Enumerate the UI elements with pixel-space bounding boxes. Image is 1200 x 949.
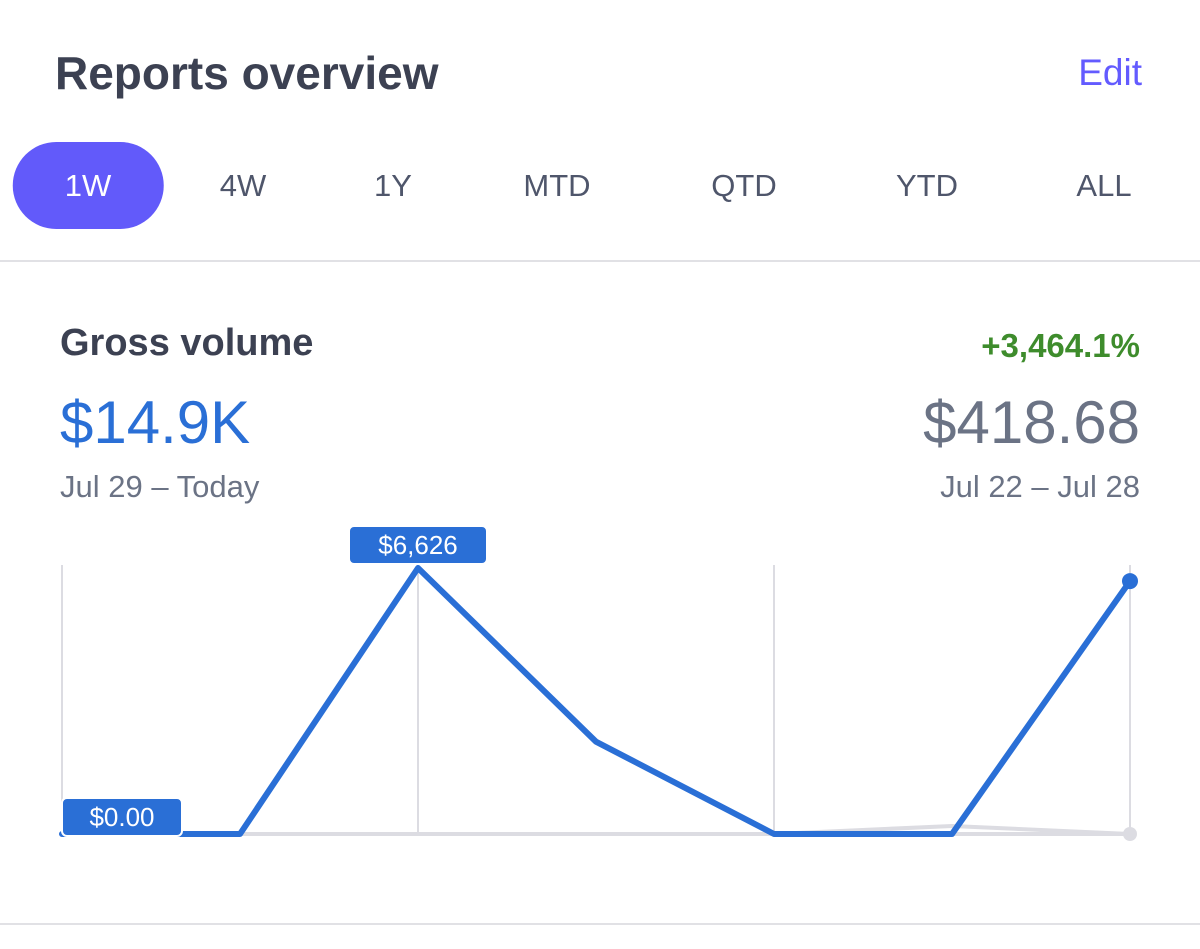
current-value: $14.9K: [60, 389, 251, 456]
tab-1w[interactable]: 1W: [12, 142, 164, 229]
current-date-range: Jul 29 – Today: [60, 469, 260, 504]
tab-all[interactable]: ALL: [1076, 168, 1132, 203]
previous-date-range: Jul 22 – Jul 28: [940, 469, 1140, 504]
series-end-point-current: [1122, 573, 1138, 590]
data-label-1: $6,626: [378, 530, 458, 560]
metric-label: Gross volume: [60, 322, 314, 364]
change-percentage: +3,464.1%: [981, 327, 1140, 364]
page-title: Reports overview: [55, 47, 439, 99]
edit-button[interactable]: Edit: [1078, 52, 1142, 93]
series-end-point-previous: [1123, 827, 1137, 841]
series-line-current: [59, 565, 1133, 837]
header: Reports overview Edit 1W 4W 1Y MTD QTD Y…: [0, 0, 1200, 262]
tab-ytd[interactable]: YTD: [896, 168, 958, 203]
data-label-0: $0.00: [89, 802, 154, 832]
data-label-box-0: [61, 797, 183, 837]
time-range-tabs: 1W 4W 1Y MTD QTD YTD ALL: [0, 142, 1200, 229]
tab-qtd[interactable]: QTD: [711, 168, 777, 203]
data-label-box-1: [348, 525, 488, 565]
tab-mtd[interactable]: MTD: [523, 168, 591, 203]
tab-4w[interactable]: 4W: [219, 168, 267, 203]
bottom-divider: [0, 923, 1200, 925]
tab-1y[interactable]: 1Y: [374, 168, 412, 203]
previous-value: $418.68: [923, 389, 1140, 456]
